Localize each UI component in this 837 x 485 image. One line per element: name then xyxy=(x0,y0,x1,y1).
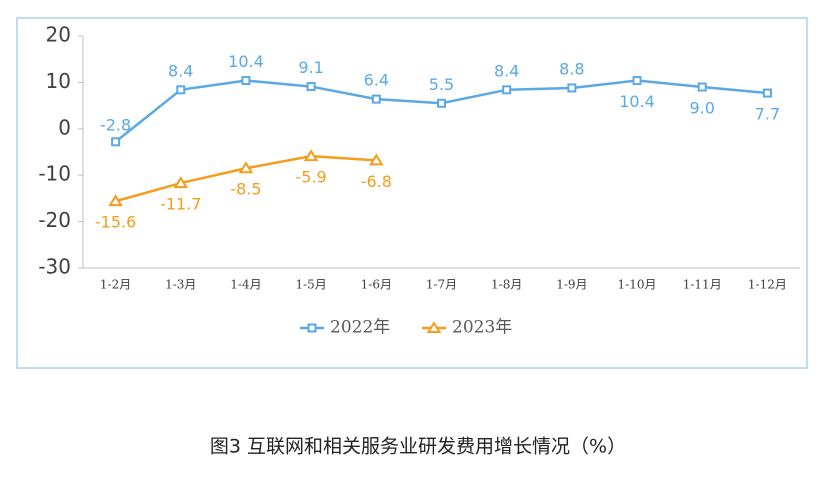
legend-marker xyxy=(426,321,442,333)
data-label: 8.8 xyxy=(559,59,584,78)
marker xyxy=(176,85,186,95)
data-label: 9.1 xyxy=(298,58,323,77)
marker xyxy=(303,149,319,162)
data-label: 9.0 xyxy=(690,99,715,118)
marker xyxy=(762,88,772,98)
legend-label: 2023年 xyxy=(452,318,512,338)
data-label: 7.7 xyxy=(755,105,780,124)
data-label: -11.7 xyxy=(160,195,201,214)
marker xyxy=(632,76,642,86)
y-tick-label: -20 xyxy=(38,208,71,232)
y-tick-label: 10 xyxy=(46,69,71,93)
x-tick-label: 1-4月 xyxy=(230,278,261,292)
legend-marker xyxy=(307,323,317,333)
data-label: 8.4 xyxy=(168,61,193,80)
legend-label: 2022年 xyxy=(330,318,390,338)
x-tick-label: 1-7月 xyxy=(426,278,457,292)
data-label: -2.8 xyxy=(100,115,131,134)
marker xyxy=(369,153,384,166)
x-tick-label: 1-10月 xyxy=(618,278,657,292)
marker xyxy=(306,82,316,92)
marker xyxy=(437,98,446,108)
x-tick-label: 1-6月 xyxy=(361,278,392,292)
x-tick-label: 1-12月 xyxy=(748,278,787,292)
data-label: 8.4 xyxy=(494,61,519,80)
data-label: -15.6 xyxy=(95,213,136,232)
y-tick-label: 0 xyxy=(58,115,71,139)
x-tick-label: 1-2月 xyxy=(100,278,131,292)
data-label: 10.4 xyxy=(619,92,655,111)
marker xyxy=(567,83,577,93)
marker xyxy=(173,176,189,189)
y-tick-label: -10 xyxy=(38,162,71,186)
marker xyxy=(241,76,251,86)
x-tick-label: 1-9月 xyxy=(556,278,587,292)
chart-frame xyxy=(16,17,808,369)
data-label: 6.4 xyxy=(364,71,389,90)
marker xyxy=(371,94,381,104)
data-label: -6.8 xyxy=(361,172,392,191)
marker xyxy=(502,85,512,95)
data-label: 5.5 xyxy=(429,75,454,94)
data-label: -5.9 xyxy=(296,168,327,187)
y-tick-label: -30 xyxy=(38,255,71,279)
x-tick-label: 1-5月 xyxy=(295,278,326,292)
y-tick-label: 20 xyxy=(46,23,71,47)
marker xyxy=(238,161,254,174)
marker xyxy=(108,194,123,207)
x-tick-label: 1-8月 xyxy=(491,278,522,292)
chart-title: 图3 互联网和相关服务业研发费用增长情况（%） xyxy=(210,436,626,458)
marker xyxy=(697,82,707,92)
marker xyxy=(111,137,121,147)
x-tick-label: 1-11月 xyxy=(683,278,722,292)
data-label: 10.4 xyxy=(228,52,264,71)
x-tick-label: 1-3月 xyxy=(165,278,196,292)
data-label: -8.5 xyxy=(230,180,261,199)
